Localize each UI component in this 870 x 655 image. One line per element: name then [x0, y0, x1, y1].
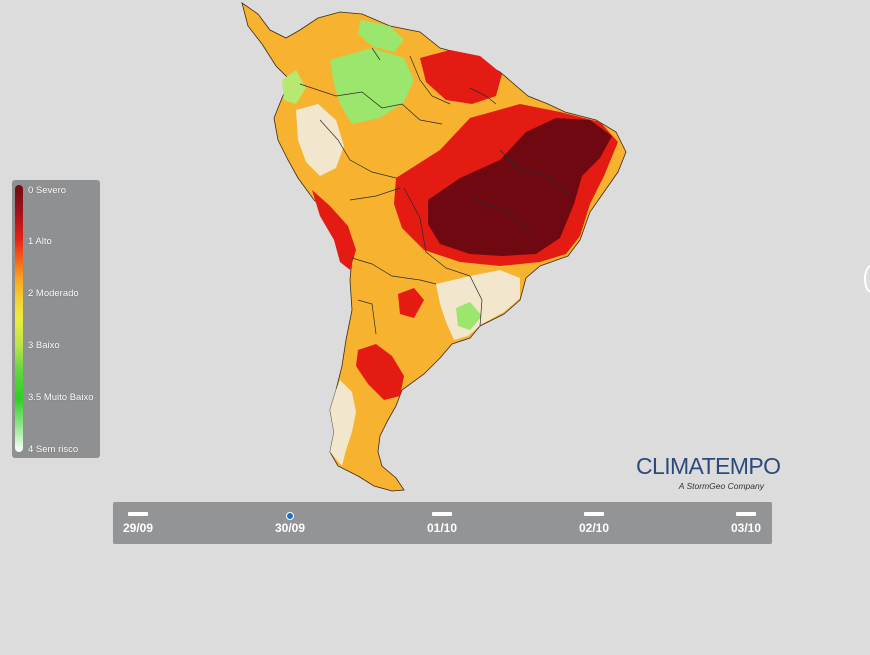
timeline-date-4[interactable]: 02/10 — [559, 502, 629, 544]
date-timeline[interactable]: 29/09 30/09 01/10 02/10 03/10 — [113, 502, 772, 544]
high-risk-zone-argentina — [356, 344, 404, 400]
climatempo-logo: CLIMATEMPO A StormGeo Company — [636, 453, 781, 492]
tick-marker — [736, 512, 756, 516]
low-risk-zone-peru — [296, 104, 344, 176]
country-borders — [299, 47, 571, 335]
timeline-date-label: 30/09 — [274, 521, 306, 535]
timeline-date-1[interactable]: 29/09 — [103, 502, 173, 544]
low-risk-zone-patagonia — [330, 380, 356, 466]
legend-label-severo: 0 Severo — [28, 185, 67, 196]
legend-label-baixo: 3 Baixo — [28, 340, 60, 351]
timeline-date-2[interactable]: 30/09 — [255, 502, 325, 544]
logo-tagline: A StormGeo Company — [678, 481, 764, 491]
timeline-date-5[interactable]: 03/10 — [711, 502, 781, 544]
legend-label-moderado: 2 Moderado — [28, 288, 79, 299]
high-risk-zone-north — [420, 50, 502, 104]
risk-legend: 0 Severo 1 Alto 2 Moderado 3 Baixo 3.5 M… — [12, 180, 100, 458]
green-zone-andes — [282, 70, 306, 104]
timeline-date-label: 02/10 — [578, 521, 610, 535]
high-risk-zone-northeast-coast — [398, 288, 424, 318]
selected-date-indicator — [286, 512, 294, 520]
tick-marker — [432, 512, 452, 516]
green-zone-south — [456, 302, 482, 330]
green-zone-amazon — [330, 48, 414, 124]
timeline-date-label: 29/09 — [122, 521, 154, 535]
high-risk-zone-chile-coast — [312, 190, 356, 270]
timeline-date-label: 01/10 — [426, 521, 458, 535]
low-risk-zone-south-brazil — [436, 270, 520, 340]
legend-label-sem-risco: 4 Sem risco — [28, 444, 79, 455]
tick-marker — [128, 512, 148, 516]
tick-marker — [584, 512, 604, 516]
timeline-date-3[interactable]: 01/10 — [407, 502, 477, 544]
legend-label-alto: 1 Alto — [28, 236, 52, 247]
timeline-date-label: 03/10 — [730, 521, 762, 535]
logo-name: CLIMATEMPO — [636, 453, 781, 479]
legend-color-scale — [15, 185, 23, 452]
green-zone-north — [358, 20, 404, 52]
severe-risk-zone — [428, 118, 612, 256]
legend-label-muito-baixo: 3.5 Muito Baixo — [28, 392, 94, 403]
